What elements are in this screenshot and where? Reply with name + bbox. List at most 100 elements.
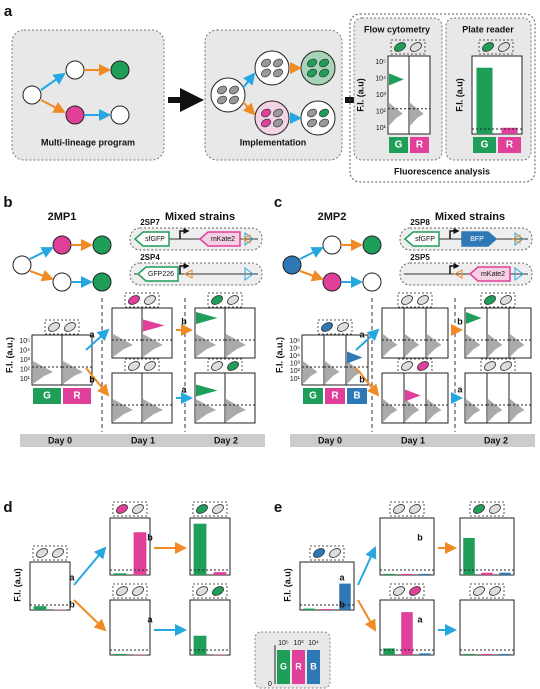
strain-box [309, 545, 345, 561]
gene [198, 231, 241, 247]
arrow-label: b [147, 532, 153, 542]
strain-box [112, 501, 148, 517]
peak [466, 312, 482, 324]
arrow-label: b [339, 599, 345, 609]
strain [306, 118, 318, 128]
arrow [85, 328, 110, 351]
label: Flow cytometry [364, 24, 430, 34]
cell [92, 235, 112, 255]
strain-box [397, 292, 433, 308]
promoter [449, 263, 460, 274]
arrow [85, 367, 110, 397]
channel-label: R [331, 391, 339, 402]
strain [211, 295, 223, 305]
day-label: Day 2 [484, 435, 508, 445]
cell [65, 60, 85, 80]
channel-box [347, 388, 367, 404]
peak [405, 389, 421, 402]
strain [482, 42, 494, 52]
cell [254, 50, 290, 86]
label: 2SP7 [140, 218, 160, 227]
channel-box [410, 137, 429, 153]
bar [499, 572, 511, 575]
arrow [357, 546, 377, 586]
y-axis-label: F.I. (a.u.) [274, 337, 284, 373]
day-label: Day 0 [318, 435, 342, 445]
legend-bar [277, 650, 290, 684]
strain [212, 586, 224, 596]
plot-frame [29, 561, 71, 611]
site [511, 234, 521, 244]
channel-box [389, 137, 408, 153]
bar [133, 654, 147, 655]
y-tick-label: 10⁵ [289, 345, 300, 352]
arrow [29, 269, 54, 282]
legend-zero: 0 [268, 681, 272, 688]
channel-box [303, 388, 323, 404]
label: 2MP1 [48, 211, 77, 223]
y-tick-label: 10⁴ [375, 75, 386, 82]
panel-label: c [274, 194, 282, 211]
cell [282, 255, 302, 275]
gene-label: GFP226 [148, 271, 174, 278]
y-tick-label: 10³ [376, 92, 387, 99]
label: Mixed strains [165, 211, 235, 223]
arrow [299, 269, 324, 282]
plot-frame [381, 372, 449, 424]
strain-box [390, 39, 426, 55]
strain [260, 118, 272, 128]
arrow [299, 247, 324, 260]
strain [318, 68, 330, 78]
label: Mixed strains [435, 211, 505, 223]
strain [128, 361, 140, 371]
cell [362, 235, 382, 255]
strain [228, 85, 240, 95]
y-axis-label: F.I. (a.u) [454, 78, 464, 112]
arrow [73, 599, 107, 632]
cell [52, 235, 72, 255]
bar [463, 653, 475, 655]
strain-box [192, 501, 228, 517]
promoter [449, 228, 460, 239]
channel-label: G [395, 140, 403, 151]
strain [409, 504, 421, 514]
strain [473, 504, 485, 514]
channel-label: R [416, 140, 424, 151]
strain [128, 295, 140, 305]
strain [48, 322, 60, 332]
strain [272, 118, 284, 128]
y-tick-label: 10² [290, 368, 301, 375]
arrow [355, 328, 380, 351]
legend-bar [292, 650, 305, 684]
strain [484, 295, 496, 305]
peak [196, 312, 218, 324]
strain-box [32, 545, 68, 561]
strain [260, 68, 272, 78]
bar [339, 583, 351, 610]
bar [481, 572, 493, 575]
site [244, 267, 254, 281]
y-axis-label: F.I. (a.u) [282, 568, 292, 602]
arrow [40, 72, 66, 91]
arrow-label: a [359, 329, 365, 339]
cell [110, 60, 130, 80]
strain [272, 58, 284, 68]
strain [489, 586, 501, 596]
cell [110, 105, 130, 125]
label: 2SP5 [410, 253, 430, 262]
panel-label: d [3, 499, 12, 516]
channel-box [63, 388, 91, 404]
bar [419, 653, 431, 655]
day-label: Day 2 [214, 435, 238, 445]
strain [318, 108, 330, 118]
day-bar [290, 434, 535, 447]
cell [12, 255, 32, 275]
arrow-label: a [181, 384, 187, 394]
bar [476, 67, 493, 134]
strain-box [207, 292, 243, 308]
plot-frame [464, 372, 532, 424]
strain [393, 586, 405, 596]
strain [212, 504, 224, 514]
gene-label: mKate2 [211, 236, 235, 243]
program-box [11, 29, 165, 161]
